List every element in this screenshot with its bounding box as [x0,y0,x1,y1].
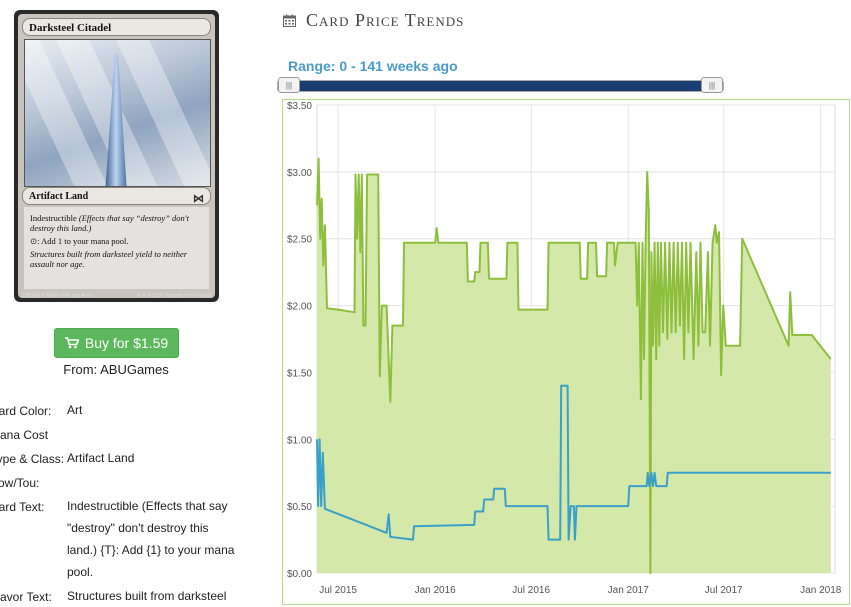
set-symbol-icon: ⋈ [193,193,204,205]
price-trend-chart: $0.00 $0.50 $1.00 $1.50 $2.00 $2.50 $3.00 $3.50… [282,99,850,605]
y-tick-label: $3.00 [287,168,312,179]
secondary-price-line [316,384,831,541]
x-tick-label: Jan 2016 [415,585,457,596]
detail-label: Flavor Text: [0,590,52,604]
buy-button[interactable]: Buy for $1.59 [54,328,179,358]
range-slider-fill [289,81,712,91]
card-type-line: Artifact Land ⋈ [22,187,211,205]
x-tick-label: Jul 2015 [319,585,357,596]
card-flavor-text: Structures built from darksteel yield to… [30,249,188,269]
y-tick-label: $0.50 [287,502,312,513]
card-footer: 238/249 C MM2 • EN Jorn Avon ™ & © 2015 … [22,293,211,299]
section-title-text: Card Price Trends [306,10,465,30]
detail-value: Artifact Land [67,451,135,465]
y-tick-label: $3.50 [287,101,312,112]
y-tick-label: $1.50 [287,368,312,379]
cart-icon [64,337,79,349]
card-image: Darksteel Citadel Artifact Land ⋈ Indest… [14,10,219,302]
detail-label: Card Text: [0,500,45,514]
card-art [24,39,211,187]
detail-value: Art [67,403,83,417]
price-line [316,157,832,574]
detail-label: Mana Cost [0,428,49,442]
detail-value: Structures built from darksteel [67,589,227,603]
detail-value: Indestructible (Effects that say "destro… [67,499,235,579]
x-tick-label: Jul 2016 [512,585,550,596]
x-tick-label: Jan 2018 [800,585,842,596]
card-name: Darksteel Citadel [22,18,211,36]
chart-axes: $0.00 $0.50 $1.00 $1.50 $2.00 $2.50 $3.00 $3.50… [287,101,842,596]
card-type-text: Artifact Land [29,191,89,202]
buy-source: From: ABUGames [63,362,169,377]
card-rules-line-1: Indestructible (Effects that say “destro… [30,213,189,233]
y-tick-label: $2.00 [287,302,312,313]
x-tick-label: Jul 2017 [705,585,743,596]
detail-label: Type & Class: [0,452,65,466]
range-handle-end[interactable]: ||| [701,77,723,93]
y-tick-label: $0.00 [287,569,312,580]
calendar-icon [283,14,296,27]
y-tick-label: $1.00 [287,435,312,446]
price-area-fill [317,158,831,573]
y-tick-label: $2.50 [287,235,312,246]
range-handle-start[interactable]: ||| [278,77,300,93]
card-rules-box: Indestructible (Effects that say “destro… [24,207,209,289]
card-rules-line-2: ⊙: Add 1 to your mana pool. [30,236,129,246]
detail-label: Pow/Tou: [0,476,40,490]
range-label: Range: 0 - 141 weeks ago [288,58,458,74]
section-title: Card Price Trends [283,10,464,31]
x-tick-label: Jan 2017 [608,585,650,596]
price-chart-svg: $0.00 $0.50 $1.00 $1.50 $2.00 $2.50 $3.00 $3.50… [287,101,842,596]
buy-button-label: Buy for $1.59 [84,335,169,351]
tap-symbol-icon: ⊙ [30,236,38,246]
chart-series [316,157,832,574]
detail-label: Card Color: [0,404,52,418]
range-slider[interactable]: ||| ||| [277,77,724,93]
